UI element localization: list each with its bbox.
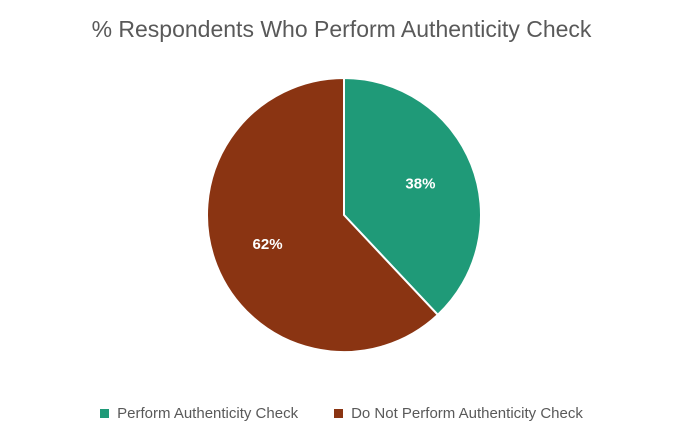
pie-slice-0 <box>343 76 482 317</box>
legend-label-perform: Perform Authenticity Check <box>117 405 299 422</box>
pie-slice-label-1: 62% <box>253 236 283 253</box>
legend-swatch-do-not-perform <box>334 409 344 418</box>
pie-slice-label-0: 38% <box>405 176 435 193</box>
legend: Perform Authenticity Check Do Not Perfor… <box>0 405 683 422</box>
legend-label-do-not-perform: Do Not Perform Authenticity Check <box>351 405 583 422</box>
chart-title: % Respondents Who Perform Authenticity C… <box>91 16 592 42</box>
legend-item-do-not-perform: Do Not Perform Authenticity Check <box>334 405 583 422</box>
pie-slice-1 <box>206 76 440 353</box>
legend-swatch-perform <box>100 409 110 418</box>
legend-item-perform: Perform Authenticity Check <box>100 405 298 422</box>
